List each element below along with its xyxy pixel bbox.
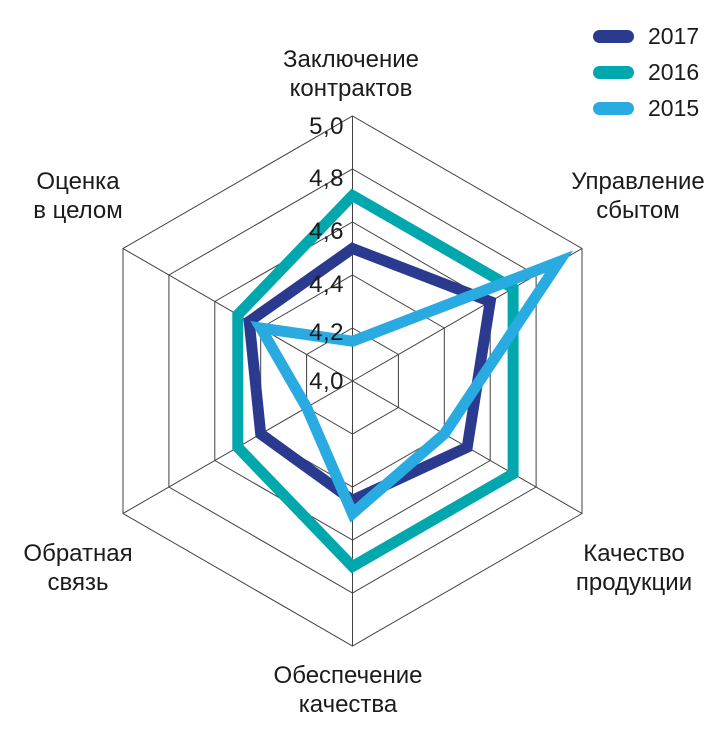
axis-label-line: Обеспечение: [273, 662, 423, 689]
axis-label-line: Заключение: [283, 46, 419, 73]
radial-tick-4.0: 4,0: [309, 368, 344, 395]
radial-tick-4.6: 4,6: [309, 218, 344, 245]
axis-label-contracts: Заключение контрактов: [283, 45, 419, 103]
axis-label-sales-management: Управление сбытом: [571, 167, 704, 225]
series-2015-polygon: [250, 250, 574, 523]
axis-label-line: Качество: [583, 540, 685, 567]
legend-label: 2017: [648, 22, 700, 49]
axis-label-product-quality: Качество продукции: [576, 539, 692, 597]
axis-label-overall: Оценка в целом: [33, 167, 123, 225]
legend-item-2017: 2017: [593, 18, 723, 54]
axis-label-quality-assurance: Обеспечение качества: [274, 661, 423, 719]
axis-label-line: качества: [298, 691, 398, 718]
axis-label-line: связь: [47, 569, 109, 596]
radial-tick-4.4: 4,4: [309, 271, 344, 298]
radial-tick-4.2: 4,2: [309, 319, 344, 346]
legend-swatch-2015: [593, 101, 634, 115]
radial-tick-4.8: 4,8: [309, 165, 344, 192]
axis-label-line: Обратная: [23, 540, 133, 567]
axis-label-line: контрактов: [289, 75, 413, 102]
legend-label: 2016: [648, 58, 700, 85]
axis-label-line: продукции: [575, 569, 693, 596]
axis-label-line: в целом: [33, 197, 123, 224]
axis-label-line: сбытом: [596, 197, 680, 224]
radial-tick-5.0: 5,0: [309, 113, 344, 140]
axis-label-feedback: Обратная связь: [23, 539, 132, 597]
axis-label-line: Оценка: [36, 168, 120, 195]
legend-swatch-2017: [593, 29, 634, 43]
legend: 2017 2016 2015: [593, 18, 723, 126]
axis-label-line: Управление: [571, 168, 705, 195]
legend-item-2016: 2016: [593, 54, 723, 90]
legend-swatch-2016: [593, 65, 634, 79]
legend-item-2015: 2015: [593, 90, 723, 126]
legend-label: 2015: [648, 94, 700, 121]
series-2016-polygon: [232, 188, 519, 574]
